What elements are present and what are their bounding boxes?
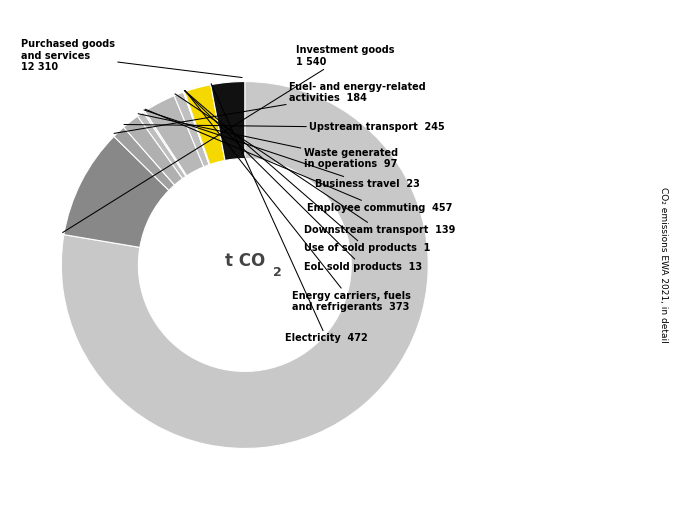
Text: Fuel- and energy-related
activities  184: Fuel- and energy-related activities 184	[114, 82, 426, 134]
Text: Purchased goods
and services
12 310: Purchased goods and services 12 310	[21, 39, 242, 77]
Wedge shape	[184, 85, 225, 164]
Text: t CO: t CO	[224, 252, 265, 270]
Wedge shape	[184, 92, 209, 165]
Text: Employee commuting  457: Employee commuting 457	[146, 109, 453, 213]
Text: Business travel  23: Business travel 23	[144, 110, 420, 189]
Wedge shape	[145, 96, 204, 176]
Text: Upstream transport  245: Upstream transport 245	[124, 122, 445, 132]
Text: Downstream transport  139: Downstream transport 139	[175, 94, 455, 235]
Wedge shape	[211, 82, 245, 161]
Text: Use of sold products  1: Use of sold products 1	[184, 91, 430, 253]
Wedge shape	[61, 82, 428, 448]
Text: Energy carriers, fuels
and refrigerants  373: Energy carriers, fuels and refrigerants …	[185, 91, 411, 313]
Wedge shape	[174, 92, 209, 167]
Wedge shape	[64, 136, 169, 248]
Text: CO₂ emissions EWA 2021, in detail: CO₂ emissions EWA 2021, in detail	[658, 187, 668, 343]
Text: Electricity  472: Electricity 472	[211, 84, 368, 343]
Text: 2: 2	[273, 266, 282, 279]
Text: Waste generated
in operations  97: Waste generated in operations 97	[138, 114, 398, 170]
Text: EoL sold products  13: EoL sold products 13	[184, 91, 422, 272]
Wedge shape	[143, 111, 187, 176]
Wedge shape	[184, 92, 210, 165]
Text: Investment goods
1 540: Investment goods 1 540	[63, 45, 394, 233]
Wedge shape	[114, 127, 175, 190]
Wedge shape	[124, 116, 183, 185]
Wedge shape	[137, 112, 186, 179]
